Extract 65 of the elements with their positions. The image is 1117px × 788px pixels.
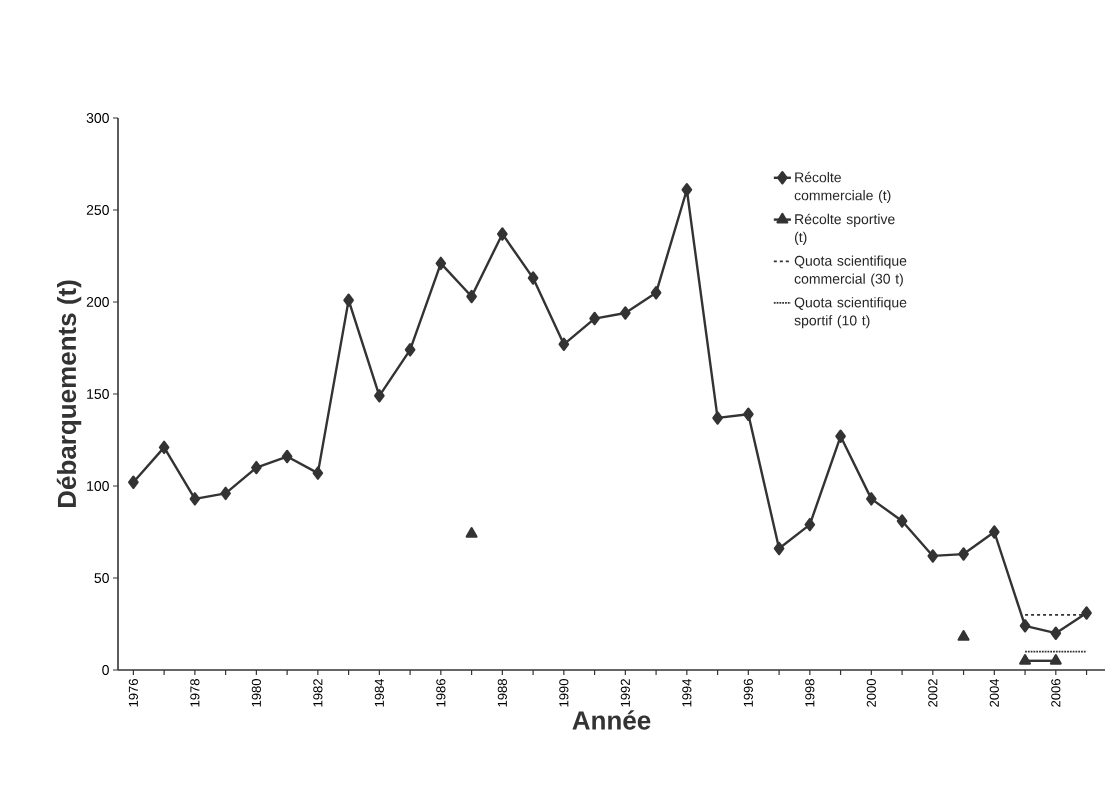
point (1019, 619, 1031, 633)
y-tick-label: 150 (87, 389, 109, 399)
point (866, 492, 877, 506)
point (650, 286, 662, 300)
x-tick-label: 2002 (928, 679, 938, 707)
x-tick-label: 1994 (682, 678, 692, 707)
point (1081, 606, 1092, 620)
point (1019, 654, 1032, 665)
point (374, 389, 385, 403)
point (927, 549, 939, 563)
x-tick-label: 2000 (866, 679, 876, 707)
point (497, 227, 508, 241)
point (804, 517, 816, 532)
x-tick-label: 1990 (559, 679, 569, 707)
x-tick-label: 1982 (313, 679, 323, 707)
x-tick-label: 1984 (374, 678, 384, 707)
point (773, 541, 785, 556)
point (1049, 654, 1062, 665)
point (743, 407, 754, 421)
point (435, 256, 447, 271)
point (404, 343, 416, 357)
point (620, 306, 631, 320)
legend-label: Quota scientifique commercial (30 t) (794, 255, 907, 287)
y-tick-label: 300 (86, 113, 109, 123)
point (312, 466, 324, 480)
point (158, 440, 170, 455)
point (220, 486, 231, 501)
point (466, 289, 477, 304)
legend-label: Quota scientifique sportif (10 t) (794, 297, 907, 329)
point (527, 271, 539, 285)
y-tick-label: 200 (86, 297, 109, 307)
point (835, 429, 846, 444)
x-tick-label: 1980 (251, 679, 261, 707)
x-axis-title: Année (572, 710, 651, 730)
y-axis-title: Débarquements (t) (56, 280, 82, 508)
point (988, 525, 1000, 539)
y-tick-label: 100 (87, 481, 109, 491)
point (465, 527, 478, 538)
point (189, 492, 201, 506)
legend-label: Récolte sportive (t) (794, 213, 895, 245)
point (681, 183, 693, 197)
point (1050, 626, 1062, 640)
x-tick-label: 2006 (1051, 679, 1061, 707)
x-tick-label: 1996 (743, 679, 753, 707)
legend-label: Récolte commerciale (t) (794, 171, 891, 204)
point (896, 514, 908, 528)
point (712, 411, 723, 425)
point (958, 547, 969, 561)
x-tick-label: 1998 (805, 679, 815, 707)
point (251, 460, 262, 475)
x-tick-label: 1988 (497, 679, 507, 707)
point (589, 311, 600, 326)
x-tick-label: 1976 (128, 679, 138, 707)
y-tick-label: 50 (94, 573, 109, 583)
point (343, 293, 354, 307)
point (281, 449, 293, 464)
x-tick-label: 1992 (620, 679, 630, 707)
x-tick-label: 1978 (190, 679, 200, 707)
y-tick-label: 250 (86, 205, 109, 215)
x-tick-label: 2004 (989, 678, 999, 707)
point (558, 337, 570, 352)
x-tick-label: 1986 (436, 679, 446, 707)
point (128, 475, 139, 490)
y-tick-label: 0 (102, 665, 109, 675)
point (957, 630, 970, 641)
